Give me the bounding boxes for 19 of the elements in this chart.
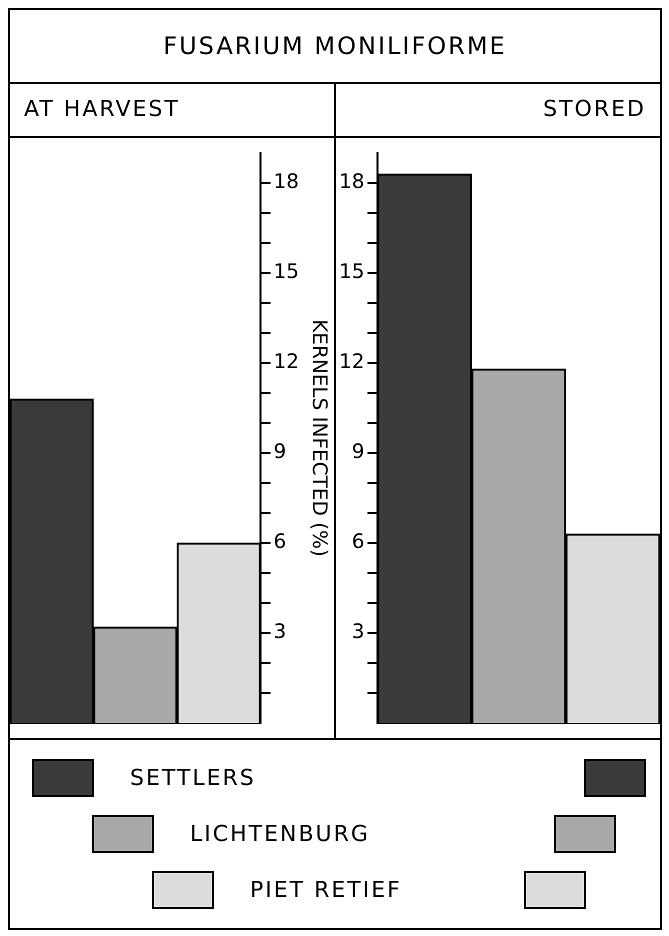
y-axis-title: KERNELS INFECTED (%) [308,319,332,557]
y-tick-label: 18 [274,169,300,194]
y-tick-label: 15 [338,259,364,284]
legend-label: SETTLERS [130,766,256,790]
y-tick-label: 6 [274,529,286,554]
y-tick-label: 9 [274,439,286,464]
legend-label: PIET RETIEF [250,878,402,902]
y-tick-label: 3 [274,619,286,644]
y-tick-label: 6 [352,529,364,554]
y-tick-label: 9 [352,439,364,464]
text: FUSARIUM MONILIFORME [10,10,660,84]
y-tick-label: 15 [274,259,300,284]
y-tick-label: 18 [338,169,364,194]
legend-label: LICHTENBURG [190,822,370,846]
y-tick-label: 12 [274,349,300,374]
chart-subtitle: AT HARVEST [10,84,334,138]
y-tick-label: 3 [352,619,364,644]
chart-subtitle: STORED [336,84,660,138]
y-tick-label: 12 [338,349,364,374]
